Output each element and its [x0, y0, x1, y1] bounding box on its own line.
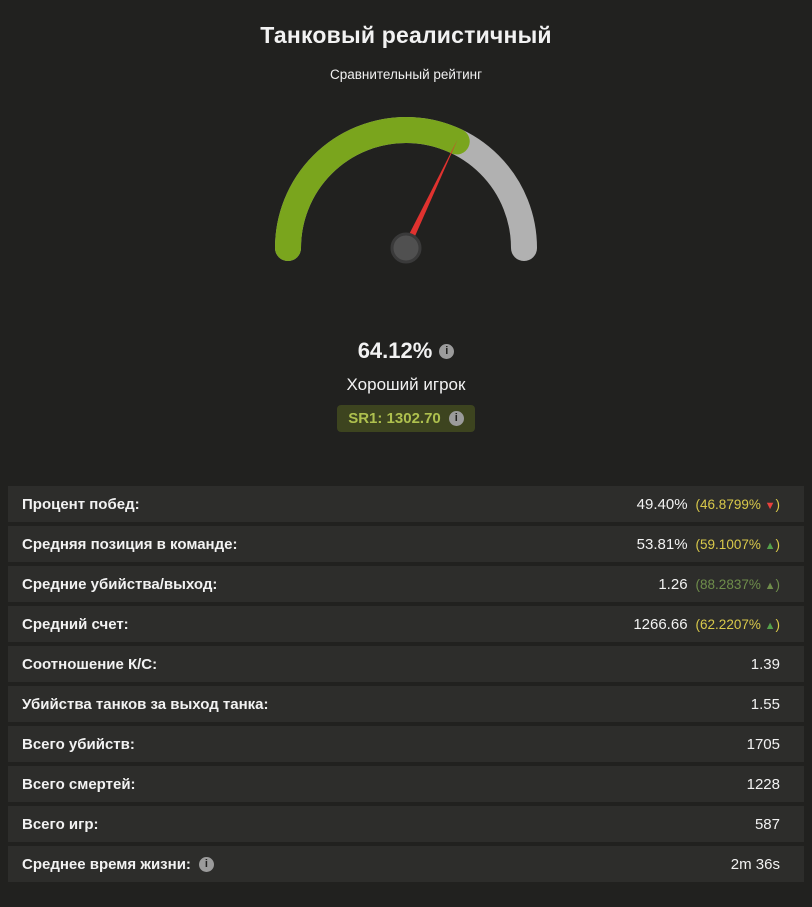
stat-row: Всего убийств: 1705 — [8, 726, 804, 762]
gauge-hub — [390, 232, 422, 264]
stats-table: Процент побед: 49.40% (46.8799% ▼) Средн… — [8, 486, 804, 882]
stat-label: Всего игр: — [22, 816, 99, 833]
sr-badge-row: SR1: 1302.70 i — [0, 405, 812, 432]
stat-value: 587 — [754, 815, 780, 833]
stat-values: 53.81% (59.1007% ▲) — [637, 536, 780, 553]
stat-label-text: Средняя позиция в команде: — [22, 535, 238, 553]
stat-value: 1.26 — [658, 575, 688, 593]
rating-gauge — [275, 117, 537, 264]
stat-value: 1.55 — [750, 695, 780, 713]
stat-label-text: Всего смертей: — [22, 775, 136, 793]
stat-label-text: Средний счет: — [22, 615, 129, 633]
gauge-arc-fill — [275, 117, 537, 261]
stat-label-text: Средние убийства/выход: — [22, 575, 218, 593]
info-icon[interactable]: i — [439, 343, 455, 359]
stat-values: 2m 36s — [731, 856, 780, 873]
stat-value: 1266.66 — [633, 615, 688, 633]
stat-label: Всего смертей: — [22, 776, 136, 793]
stat-change: (62.2207% ▲) — [696, 617, 780, 632]
stat-label: Среднее время жизни: i — [22, 856, 214, 873]
gauge-value: 64.12% — [357, 338, 433, 363]
stat-change-close: ) — [775, 576, 781, 592]
stat-values: 1.39 — [751, 656, 780, 673]
stat-value: 1.39 — [750, 655, 780, 673]
stat-values: 1705 — [747, 736, 780, 753]
stat-change-text: (62.2207% — [695, 616, 765, 632]
change-up-arrow-icon: ▲ — [764, 619, 776, 632]
stat-row: Средняя позиция в команде: 53.81% (59.10… — [8, 526, 804, 562]
stat-label-text: Убийства танков за выход танка: — [22, 695, 269, 713]
stat-label: Всего убийств: — [22, 736, 135, 753]
stat-change-close: ) — [775, 536, 781, 552]
info-icon[interactable]: i — [198, 856, 214, 872]
stat-change-close: ) — [775, 616, 781, 632]
gauge-needle — [401, 139, 458, 254]
stat-values: 1.55 — [751, 696, 780, 713]
gauge-container — [0, 98, 812, 288]
change-up-arrow-icon: ▲ — [764, 539, 776, 552]
stat-values: 1.26 (88.2837% ▲) — [658, 576, 780, 593]
stat-label-text: Всего игр: — [22, 815, 99, 833]
stats-page: Танковый реалистичный Сравнительный рейт… — [0, 22, 812, 882]
stat-value: 2m 36s — [730, 855, 780, 873]
stat-row: Соотношение К/С: 1.39 — [8, 646, 804, 682]
sr-badge-text: SR1: 1302.70 — [348, 410, 441, 427]
change-up-arrow-icon: ▲ — [764, 579, 776, 592]
page-title: Танковый реалистичный — [260, 22, 552, 48]
stat-row: Средние убийства/выход: 1.26 (88.2837% ▲… — [8, 566, 804, 602]
stat-label-text: Всего убийств: — [22, 735, 135, 753]
stat-label: Процент побед: — [22, 496, 140, 513]
stat-value: 1705 — [746, 735, 780, 753]
stat-label-text: Соотношение К/С: — [22, 655, 158, 673]
stat-label: Средняя позиция в команде: — [22, 536, 237, 553]
stat-change: (88.2837% ▲) — [696, 577, 780, 592]
stat-row: Убийства танков за выход танка: 1.55 — [8, 686, 804, 722]
stat-label-text: Среднее время жизни: — [22, 855, 191, 873]
change-down-arrow-icon: ▼ — [764, 499, 776, 512]
info-icon[interactable]: i — [448, 411, 464, 426]
stat-row: Среднее время жизни: i 2m 36s — [8, 846, 804, 882]
gauge-value-row: 64.12% i — [0, 338, 812, 364]
stat-change: (46.8799% ▼) — [696, 497, 780, 512]
stat-label: Средние убийства/выход: — [22, 576, 217, 593]
stat-value: 49.40% — [636, 495, 688, 513]
page-subtitle: Сравнительный рейтинг — [329, 67, 483, 82]
stat-label: Соотношение К/С: — [22, 656, 157, 673]
stat-label: Средний счет: — [22, 616, 129, 633]
sr-badge: SR1: 1302.70 i — [337, 405, 475, 432]
stat-values: 49.40% (46.8799% ▼) — [637, 496, 780, 513]
stat-values: 587 — [755, 816, 780, 833]
stat-change-text: (59.1007% — [695, 536, 765, 552]
stat-change: (59.1007% ▲) — [696, 537, 780, 552]
stat-values: 1266.66 (62.2207% ▲) — [633, 616, 780, 633]
stat-value: 1228 — [746, 775, 780, 793]
stat-label-text: Процент побед: — [22, 495, 140, 513]
stat-label: Убийства танков за выход танка: — [22, 696, 269, 713]
stat-change-text: (88.2837% — [695, 576, 765, 592]
stat-value: 53.81% — [636, 535, 688, 553]
stat-values: 1228 — [747, 776, 780, 793]
stat-change-text: (46.8799% — [695, 496, 765, 512]
stat-change-close: ) — [775, 496, 781, 512]
stat-row: Всего игр: 587 — [8, 806, 804, 842]
stat-row: Средний счет: 1266.66 (62.2207% ▲) — [8, 606, 804, 642]
stat-row: Всего смертей: 1228 — [8, 766, 804, 802]
stat-row: Процент побед: 49.40% (46.8799% ▼) — [8, 486, 804, 522]
player-rating-label: Хороший игрок — [346, 375, 466, 394]
